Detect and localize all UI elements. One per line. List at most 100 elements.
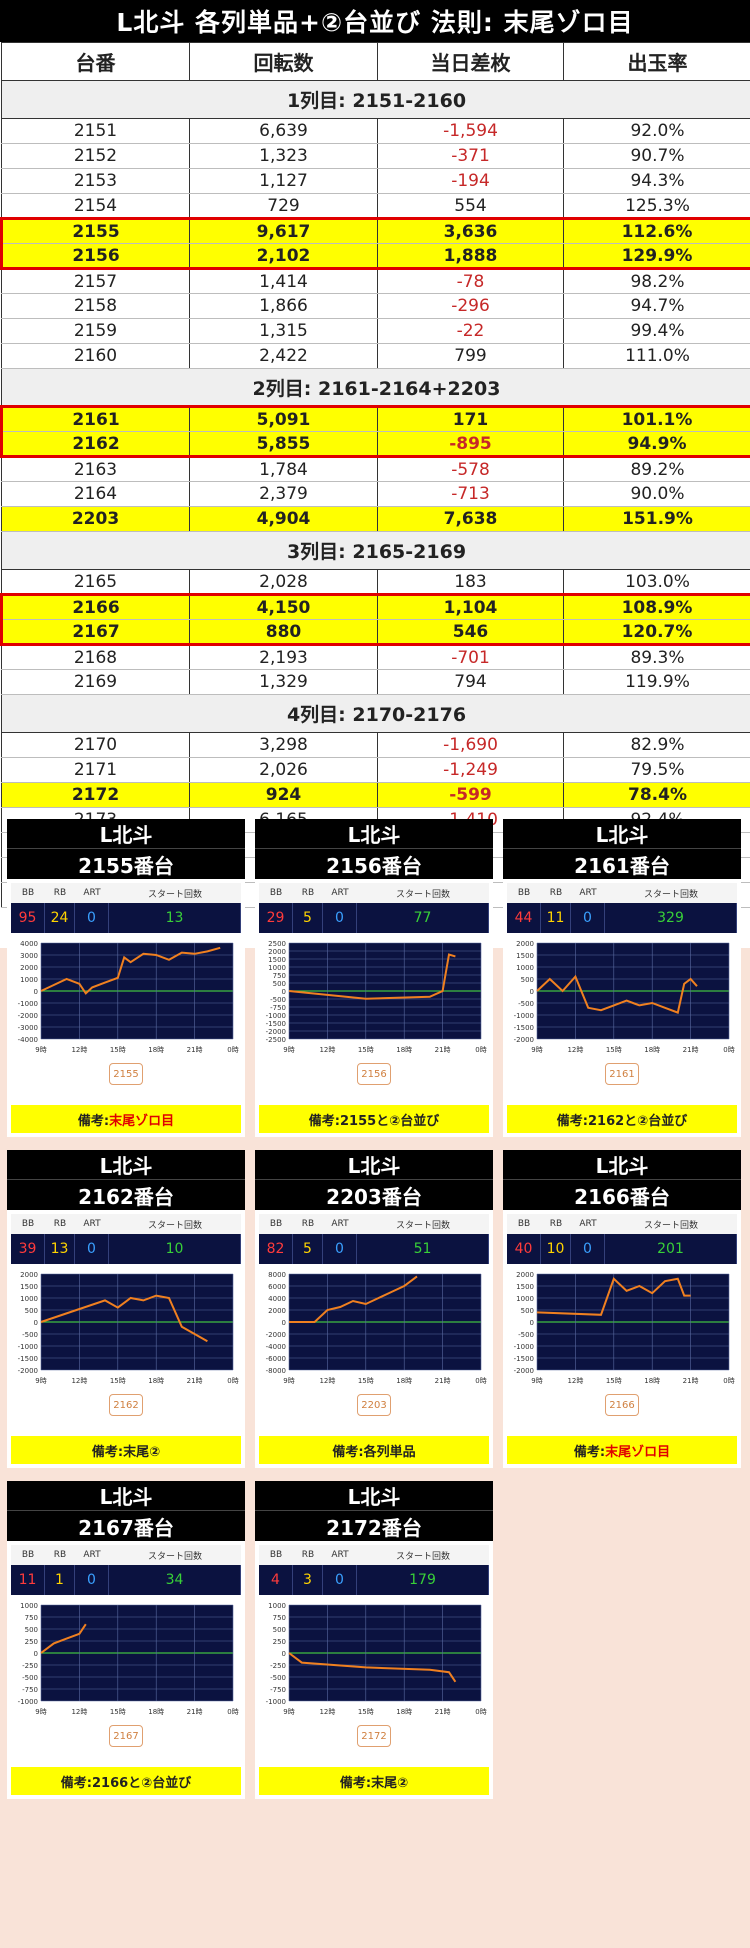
table-row: 2166 4,150 1,104 108.9% <box>0 593 750 620</box>
cell-machine-no: 2172 <box>1 782 190 808</box>
stats-header: BB RB ART スタート回数 <box>259 1545 489 1565</box>
cell-diff: 7,638 <box>377 506 564 532</box>
stat-label-bb: BB <box>517 1219 531 1229</box>
slot-card[interactable]: L北斗 2162番台 BB RB ART スタート回数 39 13 0 10 2000 1500 100… <box>7 1150 245 1468</box>
cell-machine-no: 2165 <box>1 569 190 595</box>
stat-label-start: スタート回数 <box>147 1551 202 1562</box>
cell-spins: 729 <box>189 193 378 219</box>
table-row: 2153 1,127 -194 94.3% <box>1 168 750 194</box>
slot-card[interactable]: L北斗 2161番台 BB RB ART スタート回数 44 11 0 329 2000 1500 10… <box>503 819 741 1137</box>
card-machine-name: L北斗 <box>7 1150 245 1180</box>
x-tick-label: 9時 <box>283 1708 294 1716</box>
machine-badge[interactable]: 2162 <box>109 1394 143 1416</box>
stats-values: 95 24 0 13 <box>11 903 241 933</box>
group-header-row: 4列目: 2170-2176 <box>1 694 750 733</box>
x-tick-label: 0時 <box>227 1046 238 1054</box>
slot-card[interactable]: L北斗 2203番台 BB RB ART スタート回数 82 5 0 51 8000 6000 4000… <box>255 1150 493 1468</box>
note-prefix: 備考: <box>339 1775 372 1791</box>
table-row: 2151 6,639 -1,594 92.0% <box>1 118 750 144</box>
cell-spins: 5,091 <box>189 405 378 432</box>
cell-diff: -701 <box>377 644 564 670</box>
stat-start: 179 <box>357 1565 489 1595</box>
slot-card[interactable]: L北斗 2166番台 BB RB ART スタート回数 40 10 0 201 2000 1500 10… <box>503 1150 741 1468</box>
y-tick-label: 0 <box>530 988 534 996</box>
machine-badge[interactable]: 2166 <box>605 1394 639 1416</box>
table-row: 2155 9,617 3,636 112.6% <box>0 217 750 244</box>
cell-rate: 151.9% <box>563 506 750 532</box>
stat-bb: 95 <box>11 903 45 933</box>
cell-machine-no: 2160 <box>1 343 190 369</box>
card-machine-number: 2161番台 <box>503 849 741 879</box>
y-tick-label: 1500 <box>516 1283 534 1291</box>
y-tick-label: -750 <box>270 1004 286 1012</box>
note-text: 各列単品 <box>363 1444 416 1460</box>
machine-badge[interactable]: 2172 <box>357 1725 391 1747</box>
header-spins: 回転数 <box>189 42 378 81</box>
chart-svg: 4000 3000 2000 1000 0 -1000 -2000 -3000 -4000 9時 1… <box>18 940 239 1054</box>
group-label: 2列目: 2161-2164+2203 <box>1 368 750 407</box>
x-tick-label: 21時 <box>435 1377 451 1385</box>
stat-label-bb: BB <box>269 1550 283 1560</box>
machine-badge[interactable]: 2203 <box>357 1394 391 1416</box>
x-tick-label: 18時 <box>396 1046 412 1054</box>
y-tick-label: 2000 <box>20 964 38 972</box>
machine-badge[interactable]: 2156 <box>357 1063 391 1085</box>
slot-card[interactable]: L北斗 2155番台 BB RB ART スタート回数 95 24 0 13 4000 3000 200… <box>7 819 245 1137</box>
x-tick-label: 9時 <box>35 1377 46 1385</box>
stat-bb: 82 <box>259 1234 293 1264</box>
y-tick-label: -250 <box>270 1662 286 1670</box>
stat-label-rb: RB <box>301 1219 315 1229</box>
series-line <box>289 1275 418 1323</box>
y-tick-label: 8000 <box>268 1271 286 1279</box>
header-diff: 当日差枚 <box>377 42 564 81</box>
chart-svg: 2000 1500 1000 500 0 -500 -1000 -1500 -2000 9時 12時… <box>514 940 735 1054</box>
stat-art: 0 <box>75 1234 109 1264</box>
table-row: 2170 3,298 -1,690 82.9% <box>1 732 750 758</box>
y-tick-label: 1000 <box>516 1295 534 1303</box>
slot-card[interactable]: L北斗 2167番台 BB RB ART スタート回数 11 1 0 34 1000 750 500 25… <box>7 1481 245 1799</box>
cell-spins: 4,904 <box>189 506 378 532</box>
y-tick-label: -1500 <box>18 1355 38 1363</box>
cell-spins: 880 <box>189 619 378 646</box>
cell-machine-no: 2159 <box>1 318 190 344</box>
x-tick-label: 18時 <box>396 1377 412 1385</box>
note-text: 末尾ゾロ目 <box>109 1113 175 1129</box>
slot-card[interactable]: L北斗 2172番台 BB RB ART スタート回数 4 3 0 179 1000 750 500 25… <box>255 1481 493 1799</box>
y-tick-label: 6000 <box>268 1283 286 1291</box>
stat-label-bb: BB <box>269 888 283 898</box>
machine-badge[interactable]: 2155 <box>109 1063 143 1085</box>
cell-spins: 2,102 <box>189 243 378 270</box>
machine-badge[interactable]: 2167 <box>109 1725 143 1747</box>
y-tick-label: -500 <box>518 1000 534 1008</box>
cell-diff: 554 <box>377 193 564 219</box>
y-tick-label: -3000 <box>18 1024 38 1032</box>
stat-rb: 5 <box>293 903 323 933</box>
table-row: 2172 924 -599 78.4% <box>1 782 750 808</box>
stat-label-rb: RB <box>53 1550 67 1560</box>
y-tick-label: -2500 <box>266 1036 286 1044</box>
y-tick-label: 750 <box>273 972 286 980</box>
card-machine-name: L北斗 <box>255 819 493 849</box>
y-tick-label: -1000 <box>18 1000 38 1008</box>
y-tick-label: 500 <box>273 980 286 988</box>
slump-chart: 1000 750 500 250 0 -250 -500 -750 -1000 9時 12時 15時 1… <box>11 1599 241 1719</box>
group-label: 4列目: 2170-2176 <box>1 694 750 733</box>
note-prefix: 備考: <box>573 1444 606 1460</box>
x-tick-label: 18時 <box>148 1046 164 1054</box>
cell-rate: 101.1% <box>563 405 750 432</box>
stat-art: 0 <box>323 1234 357 1264</box>
card-note: 備考: 末尾ゾロ目 <box>507 1436 737 1464</box>
table-row: 2154 729 554 125.3% <box>1 193 750 219</box>
cell-diff: 171 <box>377 405 564 432</box>
cell-diff: 1,104 <box>377 593 564 620</box>
y-tick-label: -250 <box>22 1662 38 1670</box>
group-label: 3列目: 2165-2169 <box>1 531 750 570</box>
machine-badge[interactable]: 2161 <box>605 1063 639 1085</box>
y-tick-label: 250 <box>273 1638 286 1646</box>
y-tick-label: -2000 <box>514 1367 534 1375</box>
slot-card[interactable]: L北斗 2156番台 BB RB ART スタート回数 29 5 0 77 2500 2000 1500… <box>255 819 493 1137</box>
y-tick-label: 0 <box>34 988 38 996</box>
y-tick-label: 1500 <box>20 1283 38 1291</box>
x-tick-label: 0時 <box>723 1046 734 1054</box>
x-tick-label: 21時 <box>683 1377 699 1385</box>
